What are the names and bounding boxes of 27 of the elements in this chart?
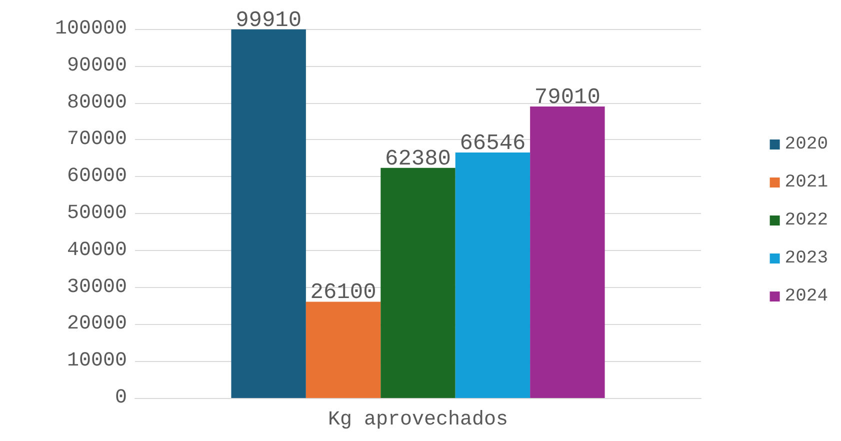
legend-label: 2021: [784, 172, 828, 192]
legend-label: 2020: [784, 134, 828, 154]
y-tick-label: 30000: [66, 276, 127, 299]
y-tick-label: 80000: [66, 91, 127, 114]
y-tick-label: 60000: [66, 165, 127, 188]
bar: [380, 168, 456, 398]
bar: [306, 302, 381, 398]
y-tick-label: 90000: [66, 54, 127, 78]
y-tick-label: 40000: [66, 238, 127, 262]
bar: [455, 152, 530, 398]
y-tick-label: 20000: [66, 312, 127, 336]
bar: [231, 29, 306, 398]
data-label: 26100: [310, 280, 376, 306]
y-tick-label: 70000: [66, 128, 127, 152]
data-label: 66546: [460, 130, 526, 156]
bar: [530, 106, 605, 398]
data-label: 99910: [236, 8, 302, 33]
legend-label: 2022: [784, 210, 828, 230]
legend-label: 2024: [784, 286, 828, 306]
y-tick-label: 0: [114, 386, 127, 410]
y-tick-label: 50000: [66, 202, 127, 225]
y-tick-label: 10000: [66, 350, 127, 373]
legend-label: 2023: [784, 248, 828, 268]
data-label: 79010: [534, 84, 600, 110]
data-label: 62380: [384, 146, 452, 172]
y-tick-label: 100000: [54, 18, 127, 40]
x-tick-label: Kg aprovechados: [328, 408, 508, 432]
